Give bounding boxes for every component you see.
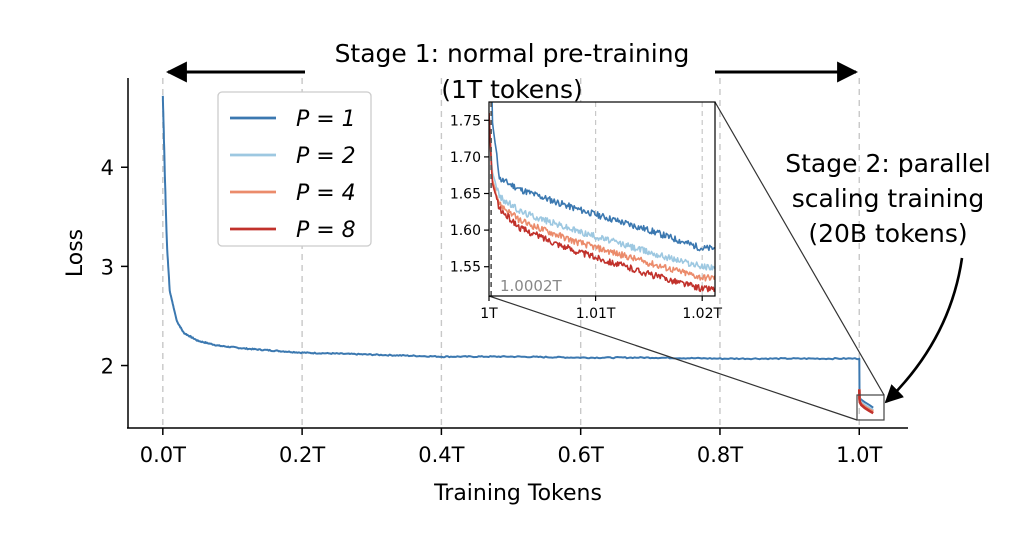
x-tick-label: 0.0T xyxy=(140,443,186,467)
inset-y-tick-label: 1.65 xyxy=(450,187,481,203)
inset-y-ticks: 1.55 1.60 1.65 1.70 1.75 xyxy=(450,113,489,276)
series-line-p8 xyxy=(858,389,874,415)
inset-x-tick-label: 1.01T xyxy=(576,306,616,322)
legend: P = 1 P = 2 P = 4 P = 8 xyxy=(217,91,372,247)
inset-x-tick-label: 1T xyxy=(480,306,498,322)
series-line-p1 xyxy=(161,95,874,409)
stage1-annotation: Stage 1: normal pre-training (1T tokens) xyxy=(165,39,859,104)
y-tick-label: 4 xyxy=(101,156,114,180)
zoom-connector-top xyxy=(714,101,885,396)
stage2-line1: Stage 2: parallel xyxy=(785,149,990,178)
inset-series-line-p8 xyxy=(489,112,715,293)
x-ticks: 0.0T 0.2T 0.4T 0.6T 0.8T 1.0T xyxy=(140,428,883,467)
x-tick-label: 0.8T xyxy=(697,443,743,467)
inset-y-tick-label: 1.60 xyxy=(450,223,481,239)
legend-label-p4: P = 4 xyxy=(296,181,356,206)
legend-frame xyxy=(217,91,372,247)
stage2-annotation: Stage 2: parallel scaling training (20B … xyxy=(785,149,991,404)
x-tick-label: 0.6T xyxy=(558,443,604,467)
zoom-box xyxy=(856,394,885,421)
stage1-subtitle: (1T tokens) xyxy=(441,75,583,104)
inset-series-line-p4 xyxy=(489,112,715,282)
legend-label-p1: P = 1 xyxy=(296,107,356,132)
inset-background xyxy=(489,102,715,296)
stage2-line2: scaling training xyxy=(792,184,985,213)
inset-series-line-p1 xyxy=(491,102,715,252)
x-tick-label: 0.2T xyxy=(279,443,325,467)
inset-marker-label: 1.0002T xyxy=(500,277,562,295)
y-axis-label: Loss xyxy=(63,229,88,277)
inset-y-tick-label: 1.75 xyxy=(450,113,481,129)
stage2-line3: (20B tokens) xyxy=(808,219,967,248)
y-ticks: 2 3 4 xyxy=(101,156,128,379)
x-tick-label: 1.0T xyxy=(836,443,882,467)
stage2-arrow xyxy=(884,257,964,404)
legend-label-p2: P = 2 xyxy=(296,144,356,169)
main-series-lines xyxy=(161,95,874,415)
inset-y-tick-label: 1.55 xyxy=(450,260,481,276)
inset-y-tick-label: 1.70 xyxy=(450,150,481,166)
inset-series-lines xyxy=(489,102,715,293)
inset-frame xyxy=(488,101,716,297)
zoom-connector-bottom xyxy=(488,295,858,421)
y-tick-label: 2 xyxy=(101,355,114,379)
inset-series-line-p2 xyxy=(489,112,715,271)
inset-plot: 1.0002T 1T 1.01T 1.02T 1.55 1.60 1.65 1.70 1.7… xyxy=(450,101,723,322)
stage1-title: Stage 1: normal pre-training xyxy=(335,39,690,68)
inset-x-tick-label: 1.02T xyxy=(682,306,722,322)
inset-x-ticks: 1T 1.01T 1.02T xyxy=(480,296,723,322)
x-tick-label: 0.4T xyxy=(418,443,464,467)
x-axis-label: Training Tokens xyxy=(433,481,602,506)
legend-label-p8: P = 8 xyxy=(296,218,356,243)
y-tick-label: 3 xyxy=(101,255,114,279)
